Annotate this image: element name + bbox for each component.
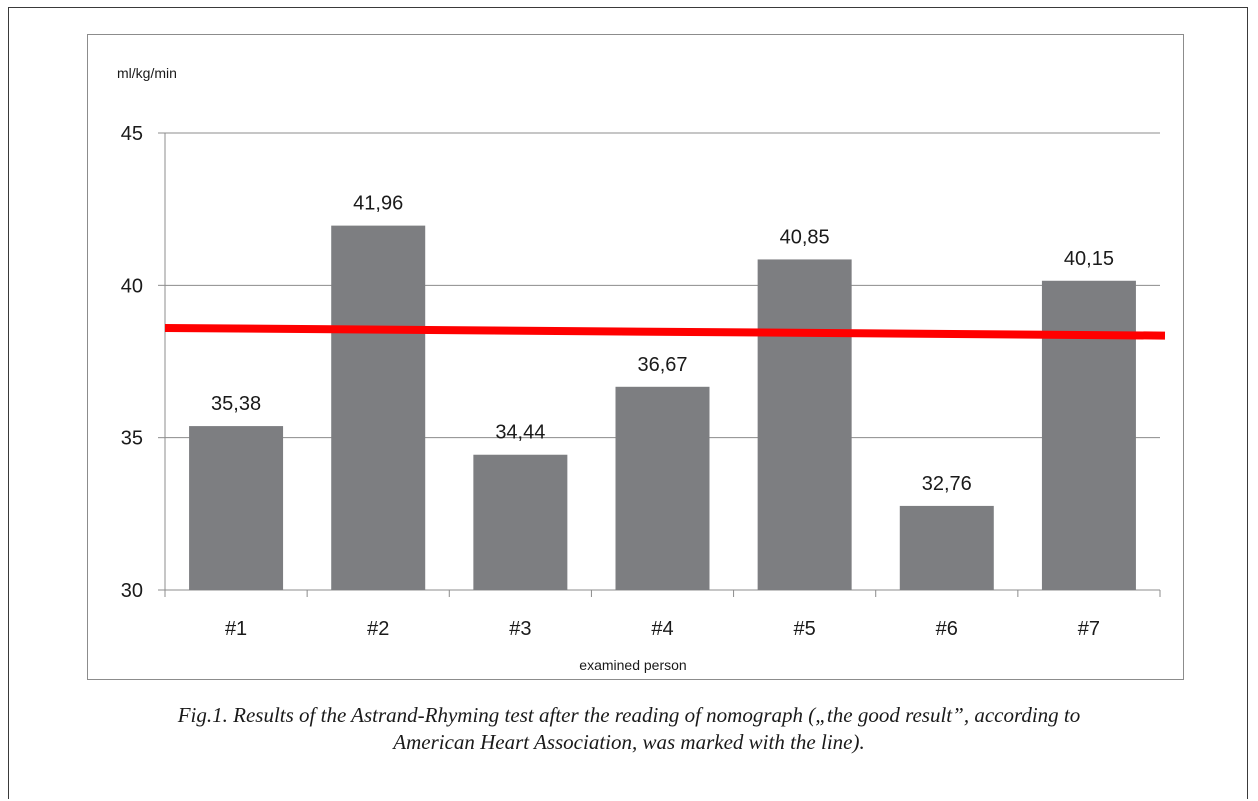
chart-area <box>87 34 1184 680</box>
data-label: 36,67 <box>637 354 687 376</box>
caption-line-1: Fig.1. Results of the Astrand-Rhyming te… <box>177 703 1081 727</box>
figure-frame <box>8 7 1248 799</box>
y-axis-unit-label: ml/kg/min <box>117 65 177 81</box>
y-tick-label: 45 <box>121 123 143 145</box>
data-label: 40,15 <box>1064 248 1114 270</box>
bar <box>189 426 284 590</box>
x-tick-label: #2 <box>367 618 389 640</box>
x-tick-label: #5 <box>794 618 816 640</box>
y-tick-label: 40 <box>121 275 143 297</box>
data-label: 41,96 <box>353 193 403 215</box>
figure-caption: Fig.1. Results of the Astrand-Rhyming te… <box>30 702 1228 756</box>
y-tick-label: 30 <box>121 580 143 602</box>
x-axis-label: examined person <box>579 657 686 673</box>
bar <box>615 386 710 590</box>
reference-line-group <box>164 323 1166 340</box>
bar <box>473 454 568 590</box>
x-tick-label: #7 <box>1078 618 1100 640</box>
bar <box>757 259 852 590</box>
x-tick-label: #3 <box>509 618 531 640</box>
x-tick-label: #4 <box>651 618 673 640</box>
reference-line <box>164 323 1166 340</box>
data-label: 32,76 <box>922 473 972 495</box>
data-label: 40,85 <box>780 226 830 248</box>
x-tick-label: #1 <box>225 618 247 640</box>
x-tick-label: #6 <box>936 618 958 640</box>
bar <box>331 225 426 591</box>
y-tick-label: 35 <box>121 428 143 450</box>
data-label: 34,44 <box>495 422 545 444</box>
data-label: 35,38 <box>211 393 261 415</box>
bar <box>1041 280 1136 590</box>
bars <box>189 225 1136 591</box>
data-labels: 35,38 #1 41,96 #2 34,44 #3 36,67 #4 40,85 #5 32,76… <box>211 193 1114 640</box>
caption-line-2: American Heart Association, was marked w… <box>393 730 865 754</box>
bar <box>899 505 994 590</box>
